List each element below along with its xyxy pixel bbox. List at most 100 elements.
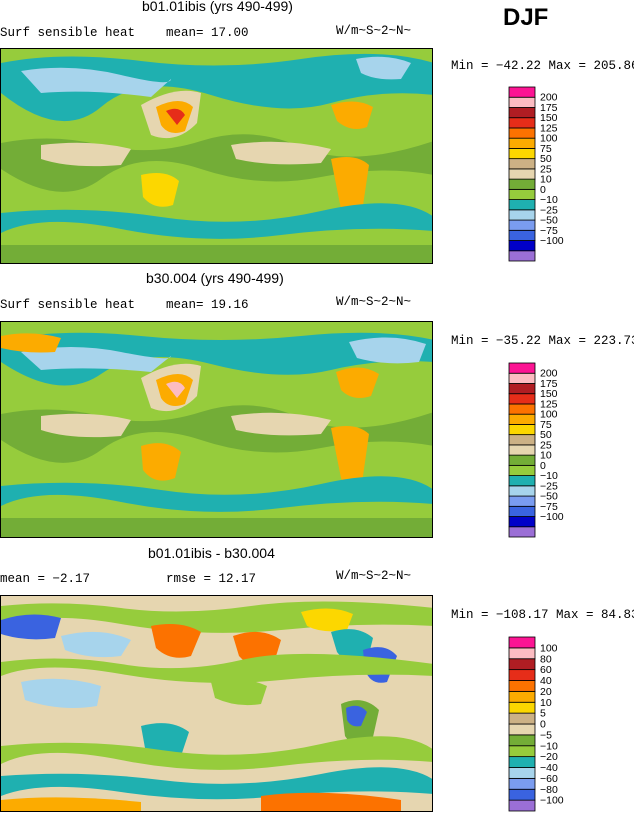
colorbar-level-label: 5 <box>540 708 546 720</box>
colorbar-swatch <box>508 526 536 538</box>
colorbar-swatch <box>508 690 536 703</box>
colorbar-level-label: 150 <box>540 388 558 400</box>
colorbar-swatch <box>508 199 536 211</box>
panel-title: b30.004 (yrs 490-499) <box>146 270 284 286</box>
colorbar-level-label: −80 <box>540 784 558 796</box>
colorbar-swatch <box>508 701 536 714</box>
colorbar-swatch <box>508 658 536 671</box>
colorbar-swatch <box>508 158 536 170</box>
colorbar-swatch <box>508 799 536 812</box>
colorbar-swatch <box>508 393 536 405</box>
colorbar-level-label: −75 <box>540 225 558 237</box>
units-label: W/m~S~2~N~ <box>336 295 412 309</box>
colorbar-swatch <box>508 250 536 262</box>
colorbar-swatch <box>508 516 536 528</box>
colorbar-swatch <box>508 168 536 180</box>
season-label: DJF <box>503 4 549 31</box>
colorbar-level-label: 0 <box>540 719 546 731</box>
colorbar-swatch <box>508 413 536 425</box>
colorbar-swatch <box>508 712 536 725</box>
colorbar-level-label: 0 <box>540 460 546 472</box>
colorbar-swatch <box>508 444 536 456</box>
colorbar-level-label: −10 <box>540 194 558 206</box>
colorbar-level-label: −100 <box>540 235 564 247</box>
colorbar-level-label: 10 <box>540 450 552 462</box>
colorbar-swatch <box>508 127 536 139</box>
colorbar-level-label: 200 <box>540 368 558 380</box>
colorbar-level-label: −100 <box>540 511 564 523</box>
colorbar-level-label: −25 <box>540 204 558 216</box>
colorbar-level-label: 50 <box>540 429 552 441</box>
colorbar-level-label: 175 <box>540 378 558 390</box>
minmax-label: Min = −35.22 Max = 223.73 <box>451 334 634 348</box>
colorbar-level-label: −5 <box>540 729 552 741</box>
variable-label: Surf sensible heat <box>0 26 136 40</box>
colorbar-level-label: 75 <box>540 143 552 155</box>
colorbar-swatch <box>508 475 536 487</box>
colorbar-swatch <box>508 424 536 436</box>
colorbar-level-label: −100 <box>540 795 564 807</box>
colorbar-level-label: 60 <box>540 664 552 676</box>
colorbar-level-label: −75 <box>540 501 558 513</box>
minmax-label: Min = −42.22 Max = 205.86 <box>451 59 634 73</box>
colorbar-level-label: 25 <box>540 439 552 451</box>
colorbar-level-label: 100 <box>540 642 558 654</box>
mean-label: mean= 17.00 <box>166 26 249 40</box>
units-label: W/m~S~2~N~ <box>336 24 412 38</box>
colorbar-swatch <box>508 117 536 129</box>
colorbar-swatch <box>508 647 536 660</box>
colorbar-level-label: −40 <box>540 762 558 774</box>
colorbar-level-label: 10 <box>540 697 552 709</box>
colorbar-level-label: 100 <box>540 133 558 145</box>
colorbar-swatch <box>508 219 536 231</box>
panel-title: b01.01ibis - b30.004 <box>148 545 275 561</box>
colorbar-level-label: −20 <box>540 751 558 763</box>
colorbar-level-label: −25 <box>540 480 558 492</box>
colorbar-swatch <box>508 745 536 758</box>
colorbar-level-label: −10 <box>540 740 558 752</box>
colorbar-swatch <box>508 680 536 692</box>
panel-title: b01.01ibis (yrs 490-499) <box>142 0 293 14</box>
colorbar-level-label: 125 <box>540 398 558 410</box>
colorbar-level-label: −50 <box>540 215 558 227</box>
colorbar-swatch <box>508 148 536 160</box>
colorbar-swatch <box>508 209 536 221</box>
colorbar-level-label: −60 <box>540 773 558 785</box>
colorbar-level-label: 0 <box>540 184 546 196</box>
colorbar-swatch <box>508 434 536 446</box>
colorbar-level-label: 80 <box>540 653 552 665</box>
map-plot <box>0 321 433 538</box>
mean-label: mean = −2.17 <box>0 572 91 586</box>
colorbar-level-label: 20 <box>540 686 552 698</box>
colorbar-swatch <box>508 362 536 374</box>
colorbar-swatch <box>508 383 536 395</box>
map-field <box>1 49 432 263</box>
colorbar-swatch <box>508 734 536 747</box>
colorbar: 200 175 150 125 100 75 50 25 10 0 −10 −25 −50 −75 −100 <box>508 86 578 267</box>
colorbar-swatch <box>508 669 536 681</box>
colorbar-swatch <box>508 240 536 252</box>
colorbar-swatch <box>508 96 536 108</box>
colorbar-level-label: 50 <box>540 153 552 165</box>
units-label: W/m~S~2~N~ <box>336 569 412 583</box>
colorbar-level-label: 175 <box>540 102 558 114</box>
map-field <box>1 596 432 811</box>
rmse-label: rmse = 12.17 <box>166 572 257 586</box>
colorbar-level-label: 10 <box>540 174 552 186</box>
colorbar-swatch <box>508 372 536 384</box>
colorbar-swatch <box>508 137 536 149</box>
colorbar-swatch <box>508 454 536 466</box>
mean-label: mean= 19.16 <box>166 298 249 312</box>
variable-label: Surf sensible heat <box>0 298 136 312</box>
colorbar-swatch <box>508 636 536 649</box>
colorbar-level-label: 150 <box>540 112 558 124</box>
colorbar-swatch <box>508 788 536 801</box>
colorbar-level-label: 40 <box>540 675 552 687</box>
colorbar-swatch <box>508 178 536 190</box>
colorbar-swatch <box>508 403 536 415</box>
map-plot <box>0 595 433 812</box>
colorbar-swatch <box>508 188 536 200</box>
